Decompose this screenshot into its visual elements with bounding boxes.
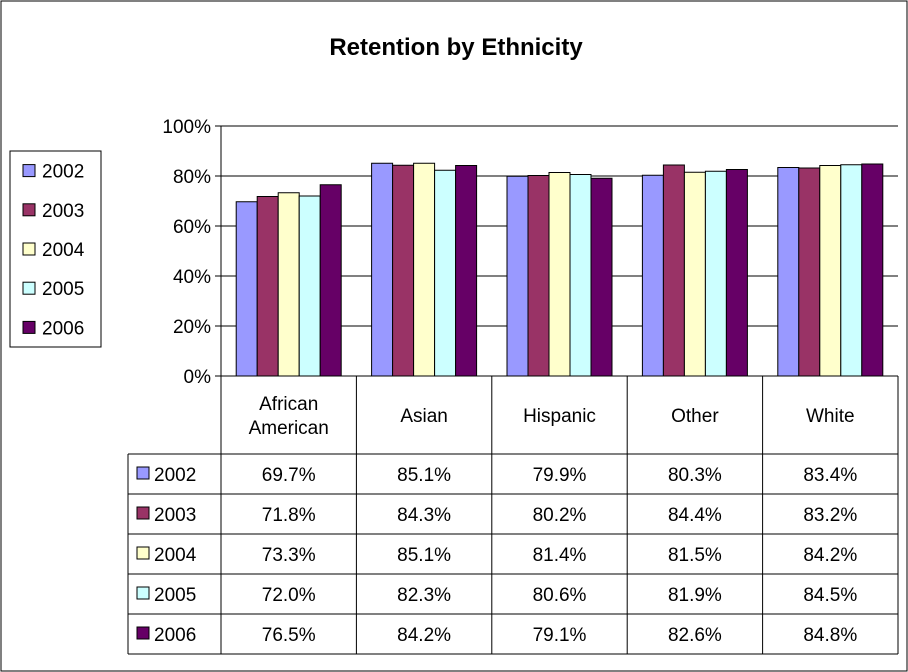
legend-swatch	[22, 242, 36, 256]
x-category-label: White	[806, 406, 855, 427]
data-label: 84.3%	[397, 505, 451, 526]
legend-swatch	[22, 203, 36, 217]
data-label: 80.6%	[533, 585, 587, 606]
bar-2006	[861, 163, 884, 377]
axes: 0% 20% 40% 60% 80% 100%	[162, 117, 898, 388]
table-series-label: 2002	[154, 465, 196, 486]
y-tick-label: 40%	[173, 267, 211, 288]
y-tick-label: 60%	[173, 217, 211, 238]
x-category-label-line: African	[259, 394, 318, 415]
data-label: 85.1%	[397, 465, 451, 486]
bar-2004	[413, 162, 436, 377]
table-series-label: 2004	[154, 545, 197, 566]
y-tick-label: 0%	[184, 367, 212, 388]
bar-2006	[319, 184, 342, 377]
data-label: 72.0%	[262, 585, 316, 606]
bar-2003	[256, 196, 279, 377]
x-category-label: Hispanic	[523, 406, 596, 427]
table-legend-key	[136, 626, 150, 640]
table-series-label: 2005	[154, 585, 196, 606]
legend-swatch	[22, 164, 36, 178]
legend-label: 2002	[42, 162, 84, 183]
table-series-label: 2003	[154, 505, 196, 526]
data-label: 76.5%	[262, 625, 316, 646]
legend-swatch	[22, 281, 36, 295]
legend-label: 2004	[42, 240, 85, 261]
bar-2004	[277, 192, 300, 377]
y-tick-label: 80%	[173, 167, 211, 188]
data-label: 79.9%	[533, 465, 587, 486]
x-category-label: Other	[671, 406, 719, 427]
bar-2003	[527, 175, 550, 377]
bar-2004	[819, 165, 842, 377]
bar-2002	[641, 174, 664, 377]
data-label: 79.1%	[533, 625, 587, 646]
data-table: African American Asian Hispanic Other White 20…	[127, 376, 899, 655]
table-legend-key	[136, 506, 150, 520]
bar-2005	[840, 164, 863, 377]
table-legend-key	[136, 546, 150, 560]
data-label: 83.4%	[803, 465, 857, 486]
data-label: 73.3%	[262, 545, 316, 566]
bar-2006	[590, 177, 613, 377]
y-tick-label: 20%	[173, 317, 211, 338]
data-label: 81.5%	[668, 545, 722, 566]
data-label: 83.2%	[803, 505, 857, 526]
bar-2002	[777, 167, 800, 377]
legend-label: 2005	[42, 279, 84, 300]
bars	[235, 162, 884, 377]
bar-2005	[704, 170, 727, 377]
bar-2006	[725, 169, 748, 377]
data-label: 69.7%	[262, 465, 316, 486]
legend-label: 2003	[42, 201, 84, 222]
data-label: 71.8%	[262, 505, 316, 526]
bar-2002	[371, 162, 394, 377]
legend-swatch	[22, 320, 36, 334]
bar-2003	[798, 167, 821, 377]
x-category-label: Asian	[400, 406, 448, 427]
data-label: 82.3%	[397, 585, 451, 606]
x-category-label-line: White	[806, 406, 855, 427]
data-label: 84.2%	[397, 625, 451, 646]
data-label: 82.6%	[668, 625, 722, 646]
legend: 2002 2003 2004 2005 2006	[9, 150, 102, 348]
data-label: 80.2%	[533, 505, 587, 526]
bar-2005	[434, 169, 457, 377]
y-tick-label: 100%	[162, 117, 211, 138]
x-category-label-line: Hispanic	[523, 406, 596, 427]
data-label: 81.4%	[533, 545, 587, 566]
x-category-label-line: Other	[671, 406, 719, 427]
bar-2006	[455, 165, 478, 377]
data-label: 81.9%	[668, 585, 722, 606]
bar-2004	[548, 172, 571, 377]
bar-2003	[662, 164, 685, 377]
x-category-label-line: Asian	[400, 406, 448, 427]
data-label: 84.2%	[803, 545, 857, 566]
data-label: 80.3%	[668, 465, 722, 486]
data-label: 84.5%	[803, 585, 857, 606]
x-category-label-line: American	[249, 418, 329, 439]
table-legend-key	[136, 466, 150, 480]
bar-2003	[392, 164, 415, 377]
table-series-label: 2006	[154, 625, 196, 646]
bar-2002	[506, 175, 529, 377]
table-legend-key	[136, 586, 150, 600]
data-label: 84.4%	[668, 505, 722, 526]
x-category-label: African American	[249, 394, 329, 439]
data-label: 84.8%	[803, 625, 857, 646]
legend-label: 2006	[42, 318, 84, 339]
bar-2005	[298, 195, 321, 377]
chart-title: Retention by Ethnicity	[329, 34, 583, 61]
bar-2004	[683, 171, 706, 377]
bar-2002	[235, 201, 258, 377]
data-label: 85.1%	[397, 545, 451, 566]
bar-2005	[569, 174, 592, 377]
